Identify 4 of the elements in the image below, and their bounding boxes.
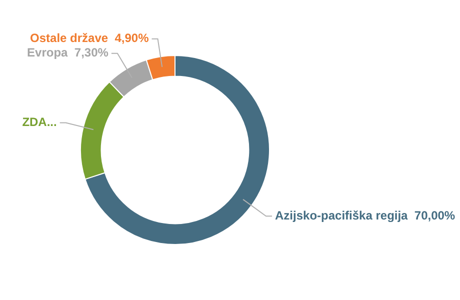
slice-label: Ostale države 4,90% (30, 31, 150, 46)
slice-label: Evropa 7,30% (27, 46, 109, 60)
slice-label: Azijsko-pacifiška regija 70,00% (275, 208, 456, 222)
slice-label: ZDA... (22, 115, 57, 130)
